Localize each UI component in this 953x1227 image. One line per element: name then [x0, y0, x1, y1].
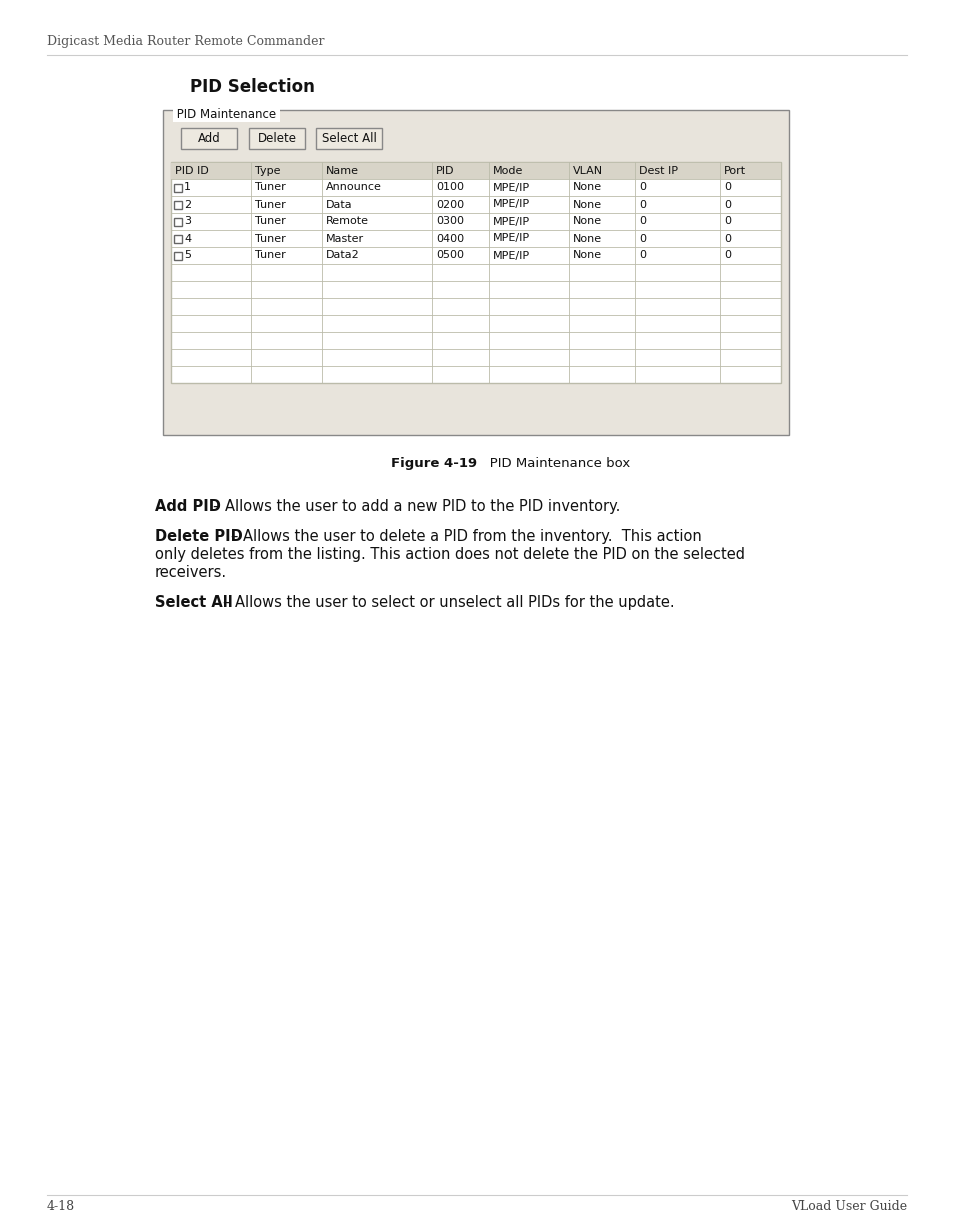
- Text: Tuner: Tuner: [254, 216, 286, 227]
- Text: 3: 3: [184, 216, 191, 227]
- Text: None: None: [573, 183, 601, 193]
- Text: 0200: 0200: [436, 200, 464, 210]
- Text: Type: Type: [254, 166, 280, 175]
- Bar: [173, 200, 182, 209]
- Text: 1: 1: [184, 183, 191, 193]
- Text: Add: Add: [197, 133, 220, 145]
- Text: MPE/IP: MPE/IP: [493, 250, 530, 260]
- Bar: [181, 128, 236, 148]
- Text: Data2: Data2: [326, 250, 359, 260]
- Text: None: None: [573, 233, 601, 243]
- Text: Remote: Remote: [326, 216, 369, 227]
- Text: 4: 4: [184, 233, 191, 243]
- Text: 4-18: 4-18: [47, 1200, 75, 1214]
- Text: Figure 4-19: Figure 4-19: [391, 456, 476, 470]
- Text: 0: 0: [639, 183, 645, 193]
- Text: VLoad User Guide: VLoad User Guide: [790, 1200, 906, 1214]
- Text: 0: 0: [723, 250, 730, 260]
- Text: MPE/IP: MPE/IP: [493, 216, 530, 227]
- Bar: [173, 217, 182, 226]
- Text: Select All: Select All: [321, 133, 376, 145]
- Text: Tuner: Tuner: [254, 200, 286, 210]
- Text: None: None: [573, 250, 601, 260]
- Text: Dest IP: Dest IP: [639, 166, 678, 175]
- Text: PID Maintenance: PID Maintenance: [172, 108, 279, 121]
- Bar: [163, 110, 788, 436]
- Text: 0: 0: [723, 233, 730, 243]
- Text: receivers.: receivers.: [154, 564, 227, 580]
- Bar: [315, 128, 381, 148]
- Bar: [173, 252, 182, 259]
- Text: 0: 0: [723, 216, 730, 227]
- Text: Name: Name: [326, 166, 358, 175]
- Text: – Allows the user to delete a PID from the inventory.  This action: – Allows the user to delete a PID from t…: [231, 529, 701, 544]
- Bar: [173, 184, 182, 191]
- Text: 0400: 0400: [436, 233, 464, 243]
- Bar: [249, 128, 305, 148]
- Text: Announce: Announce: [326, 183, 381, 193]
- Text: 0: 0: [639, 250, 645, 260]
- Text: 0500: 0500: [436, 250, 463, 260]
- Text: Data: Data: [326, 200, 353, 210]
- Text: only deletes from the listing. This action does not delete the PID on the select: only deletes from the listing. This acti…: [154, 547, 744, 562]
- Text: 2: 2: [184, 200, 191, 210]
- Text: 5: 5: [184, 250, 191, 260]
- Text: – Allows the user to add a new PID to the PID inventory.: – Allows the user to add a new PID to th…: [213, 499, 619, 514]
- Text: Tuner: Tuner: [254, 233, 286, 243]
- Text: PID Maintenance box: PID Maintenance box: [476, 456, 630, 470]
- Text: MPE/IP: MPE/IP: [493, 233, 530, 243]
- Text: Master: Master: [326, 233, 364, 243]
- Text: MPE/IP: MPE/IP: [493, 200, 530, 210]
- Text: None: None: [573, 216, 601, 227]
- Text: 0: 0: [723, 200, 730, 210]
- Text: PID: PID: [436, 166, 454, 175]
- Text: – Allows the user to select or unselect all PIDs for the update.: – Allows the user to select or unselect …: [223, 595, 674, 610]
- Text: MPE/IP: MPE/IP: [493, 183, 530, 193]
- Text: Select All: Select All: [154, 595, 233, 610]
- Text: None: None: [573, 200, 601, 210]
- Text: Delete PID: Delete PID: [154, 529, 242, 544]
- Text: 0: 0: [639, 200, 645, 210]
- Text: Add PID: Add PID: [154, 499, 221, 514]
- Text: 0300: 0300: [436, 216, 463, 227]
- Text: Port: Port: [723, 166, 745, 175]
- Text: Mode: Mode: [493, 166, 523, 175]
- Text: 0: 0: [723, 183, 730, 193]
- Text: 0: 0: [639, 233, 645, 243]
- Text: PID ID: PID ID: [174, 166, 209, 175]
- Text: Delete: Delete: [257, 133, 296, 145]
- Bar: [171, 162, 781, 383]
- Text: 0: 0: [639, 216, 645, 227]
- Text: 0100: 0100: [436, 183, 463, 193]
- Text: PID Selection: PID Selection: [190, 79, 314, 96]
- Text: Digicast Media Router Remote Commander: Digicast Media Router Remote Commander: [47, 36, 324, 48]
- Text: Tuner: Tuner: [254, 183, 286, 193]
- Text: Tuner: Tuner: [254, 250, 286, 260]
- Bar: [173, 234, 182, 243]
- Text: VLAN: VLAN: [573, 166, 602, 175]
- Bar: [171, 162, 781, 179]
